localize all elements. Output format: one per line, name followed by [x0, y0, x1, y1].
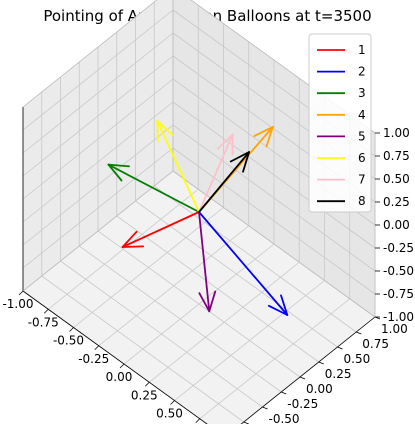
grid-line: [22, 55, 174, 177]
arrow-head: [198, 292, 211, 313]
x-tick-label: 0.25: [131, 388, 158, 402]
arrow-shaft: [198, 211, 289, 316]
floor-pane: [23, 171, 375, 424]
y-tick: [356, 331, 362, 335]
x-tick-label: -1.00: [2, 297, 33, 311]
x-tick: [43, 308, 49, 314]
grid-line: [149, 261, 300, 383]
grid-line: [22, 32, 174, 154]
x-tick: [18, 290, 24, 296]
x-tick-label: 0.50: [156, 407, 183, 421]
z-tick-label: 0.25: [383, 195, 410, 209]
arrow-shaft: [198, 133, 234, 213]
y-tick: [262, 406, 268, 410]
arrow-head: [208, 290, 217, 313]
y-tick-label: 0.00: [306, 382, 333, 396]
arrow-head: [229, 151, 250, 163]
antenna-arrow-1: [121, 211, 200, 248]
arrow-head: [267, 304, 289, 316]
antenna-arrow-7: [198, 133, 234, 213]
antenna-arrow-2: [198, 211, 289, 316]
y-tick-label: 0.50: [344, 352, 371, 366]
arrow-head: [265, 126, 274, 148]
antenna-arrow-6: [156, 120, 200, 213]
y-tick-label: -0.50: [269, 412, 300, 424]
z-tick-label: 0.50: [383, 172, 410, 186]
antenna-arrow-3: [107, 163, 200, 213]
grid-line: [22, 78, 174, 200]
legend-label-1: 1: [358, 43, 366, 57]
x-tick-label: -0.25: [78, 352, 109, 366]
arrow-shaft: [198, 211, 211, 313]
arrow-shaft: [198, 151, 250, 213]
z-tick-label: 0.75: [383, 149, 410, 163]
legend-box: [308, 33, 372, 213]
pane-edge: [22, 0, 158, 108]
antenna-arrow-5: [198, 211, 217, 313]
legend-label-3: 3: [358, 86, 366, 100]
arrow-head: [121, 245, 145, 248]
antenna-arrows: [107, 120, 289, 316]
z-tick-label: 1.00: [383, 126, 410, 140]
legend-label-2: 2: [358, 65, 366, 79]
arrow-head: [107, 163, 130, 168]
x-tick-label: 0.00: [106, 370, 133, 384]
z-tick-label: -0.25: [383, 241, 414, 255]
arrow-shaft: [107, 163, 200, 213]
x-tick: [119, 363, 125, 369]
tick-labels: -1.00-1.00-1.00-0.75-0.75-0.75-0.50-0.50…: [2, 126, 414, 424]
y-tick: [318, 361, 324, 365]
arrow-head: [253, 126, 274, 137]
y-tick: [281, 391, 287, 395]
arrow-head: [107, 163, 123, 182]
grid-line: [22, 9, 174, 131]
x-tick-label: -0.50: [53, 334, 84, 348]
arrow-shaft: [121, 211, 200, 248]
arrow-head: [280, 294, 289, 316]
grid-line: [116, 215, 319, 363]
grid-line: [97, 230, 301, 378]
y-tick-label: -0.25: [287, 397, 318, 411]
y-tick: [374, 316, 381, 320]
z-tick-label: -0.50: [383, 264, 414, 278]
legend-label-6: 6: [358, 151, 366, 165]
legend-label-8: 8: [358, 194, 366, 208]
y-tick: [337, 346, 343, 350]
grid-line: [154, 185, 357, 333]
legend-label-4: 4: [358, 108, 366, 122]
x-tick: [94, 345, 100, 351]
arrow-head: [156, 120, 174, 136]
arrow-head: [156, 120, 159, 143]
arrow-head: [216, 133, 234, 150]
y-tick-label: 0.25: [325, 367, 352, 381]
x-tick-label: -0.75: [28, 315, 59, 329]
x-tick: [69, 327, 74, 332]
y-tick-label: 0.75: [362, 337, 389, 351]
antenna-arrow-8: [198, 151, 250, 213]
y-tick-label: 1.00: [381, 322, 408, 336]
y-tick: [299, 376, 306, 380]
z-tick-label: -0.75: [383, 287, 414, 301]
z-tick-label: -1.00: [383, 310, 414, 324]
legend-label-5: 5: [358, 129, 366, 143]
grid-line: [174, 280, 325, 401]
x-tick: [144, 381, 150, 387]
z-tick-label: 0.00: [383, 218, 410, 232]
x-tick: [195, 418, 201, 424]
grid-line: [199, 298, 350, 420]
legend: 1 2 3 4 5 6 7 8: [308, 33, 372, 213]
x-tick: [170, 400, 175, 405]
legend-label-7: 7: [358, 173, 366, 187]
arrow-head: [242, 151, 250, 173]
arrow-shaft: [156, 120, 200, 213]
pane-edge: [22, 170, 174, 292]
arrow-head: [121, 230, 138, 248]
